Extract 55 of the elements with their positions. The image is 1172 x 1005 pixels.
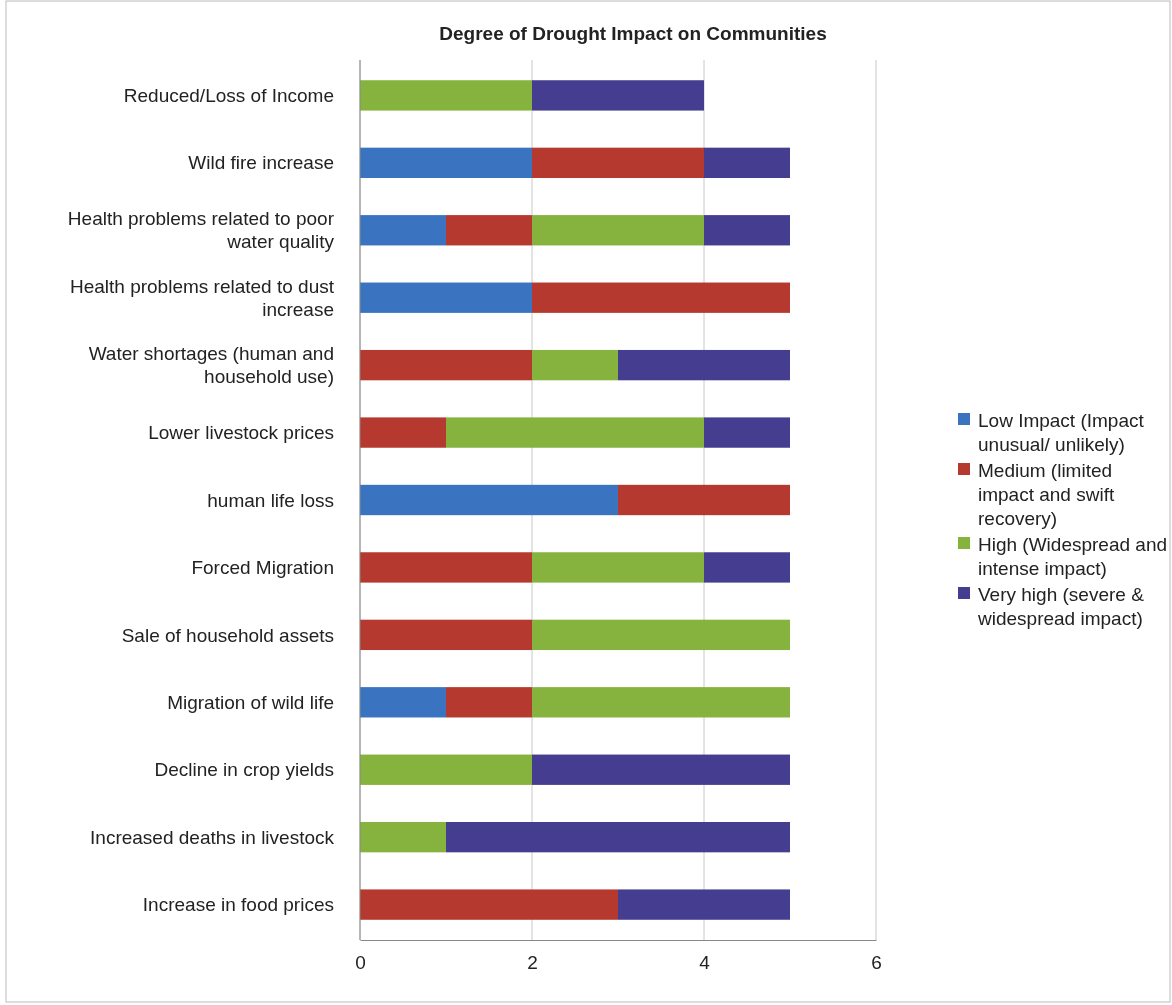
bar bbox=[360, 889, 618, 920]
bar bbox=[360, 754, 532, 785]
y-tick-label: Health problems related to dust increase bbox=[69, 275, 335, 320]
bar bbox=[360, 552, 532, 583]
bar bbox=[360, 821, 446, 853]
bar bbox=[704, 147, 790, 179]
bar bbox=[360, 349, 532, 381]
bar bbox=[532, 552, 704, 583]
bar bbox=[704, 417, 790, 448]
y-tick-label: Reduced/Loss of Income bbox=[123, 85, 334, 107]
y-tick-label: human life loss bbox=[207, 489, 334, 511]
y-tick-label: Sale of household assets bbox=[121, 624, 334, 646]
bar bbox=[360, 484, 618, 516]
y-tick-label: Forced Migration bbox=[191, 557, 334, 579]
bar bbox=[532, 619, 790, 651]
bar bbox=[360, 619, 532, 651]
bar bbox=[446, 687, 532, 718]
legend-label: High (Widespread and intense impact) bbox=[978, 533, 1168, 579]
bar bbox=[446, 215, 532, 246]
bar bbox=[532, 349, 618, 381]
bar bbox=[618, 349, 790, 381]
bar bbox=[532, 80, 704, 111]
bar bbox=[618, 889, 790, 920]
bar bbox=[532, 215, 704, 246]
bar bbox=[532, 282, 790, 313]
y-tick-label: Health problems related to poor water quality bbox=[67, 208, 335, 253]
bar bbox=[360, 215, 446, 246]
y-tick-label: Lower livestock prices bbox=[148, 422, 334, 444]
chart-title: Degree of Drought Impact on Communities bbox=[439, 23, 827, 44]
bar bbox=[360, 417, 446, 448]
y-tick-label: Decline in crop yields bbox=[154, 759, 334, 781]
x-tick-label: 4 bbox=[699, 952, 711, 974]
y-tick-label: Wild fire increase bbox=[188, 152, 334, 174]
legend-label: Low Impact (Impact unusual/ unlikely) bbox=[978, 409, 1145, 455]
bar bbox=[704, 552, 790, 583]
bar bbox=[360, 147, 532, 179]
bar bbox=[704, 215, 790, 246]
bar bbox=[618, 484, 790, 516]
bar bbox=[446, 821, 790, 853]
bar bbox=[446, 417, 704, 448]
bar bbox=[360, 687, 446, 718]
y-tick-label: Increased deaths in livestock bbox=[90, 826, 335, 848]
bar bbox=[532, 147, 704, 179]
bar bbox=[532, 754, 790, 785]
y-tick-label: Increase in food prices bbox=[142, 894, 334, 916]
x-tick-label: 6 bbox=[871, 952, 882, 974]
legend-label: Very high (severe & widespread impact) bbox=[977, 583, 1145, 629]
bar bbox=[360, 80, 532, 111]
y-tick-label: Migration of wild life bbox=[167, 691, 334, 713]
y-tick-label: Water shortages (human and household use) bbox=[88, 343, 334, 388]
legend-label: Medium (limited impact and swift recovery) bbox=[978, 459, 1115, 529]
x-tick-label: 0 bbox=[355, 952, 366, 974]
bar bbox=[532, 687, 790, 718]
bar bbox=[360, 282, 532, 313]
x-tick-label: 2 bbox=[527, 952, 538, 974]
